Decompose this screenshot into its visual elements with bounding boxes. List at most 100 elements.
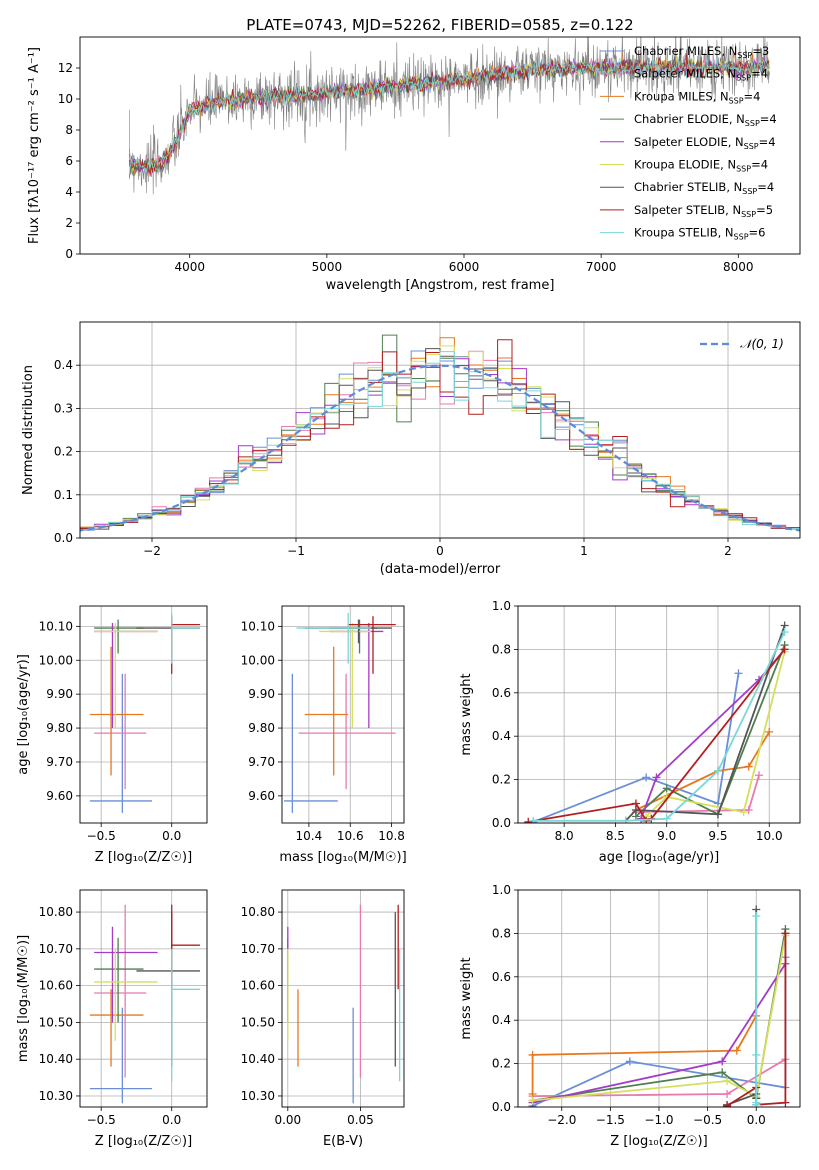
legend-entry: Chabrier STELIB, NSSP=4 — [634, 180, 774, 196]
x-tick-label: 0.0 — [162, 829, 181, 843]
axes-frame — [281, 889, 405, 1108]
y-tick-label: 10.60 — [39, 979, 73, 993]
residual-histogram — [80, 348, 800, 533]
sfh-marker — [642, 773, 651, 782]
y-tick-label: 12 — [58, 61, 73, 75]
legend-text: Kroupa ELODIE, N — [634, 158, 736, 172]
y-axis-label: mass [log₁₀(M/M☉)] — [16, 935, 31, 1062]
chart-mass_vs_Z: −0.5 0.0 10.30 10.40 10.50 10.60 10.70 10.80 Z [… — [16, 889, 208, 1149]
sfh-line — [645, 651, 786, 818]
legend-value: =4 — [751, 158, 768, 172]
legend-value: =5 — [756, 203, 773, 217]
x-tick-label: 0.0 — [162, 1113, 181, 1127]
y-tick-label: 10.30 — [241, 1089, 275, 1103]
axes-frame — [79, 889, 208, 1108]
x-axis-label: E(B-V) — [323, 1134, 363, 1149]
sfh-marker — [744, 805, 753, 814]
x-axis-label: Z [log₁₀(Z/Z☉)] — [610, 1134, 707, 1149]
y-tick-label: 9.90 — [248, 687, 275, 701]
y-tick-label: 10.00 — [39, 653, 73, 667]
chart-age_vs_Z: −0.5 0.0 9.60 9.70 9.80 9.90 10.00 10.10 Z [log₁… — [16, 605, 208, 865]
chart-mass_weight_vs_Z: −2.0 −1.5 −1.0 −0.5 0.0 0.0 0.2 0.4 0.6 0.8 1.0 Z [… — [459, 883, 801, 1149]
y-tick-label: 0.0 — [492, 816, 511, 830]
axes-frame — [79, 321, 801, 539]
legend-subscript: SSP — [745, 119, 760, 128]
x-axis-label: Z [log₁₀(Z/Z☉)] — [95, 1134, 192, 1149]
x-tick-label: 8000 — [723, 260, 754, 274]
x-tick-label: −1 — [287, 544, 305, 558]
legend-value: =4 — [744, 89, 761, 103]
legend-entry: Salpeter STELIB, NSSP=5 — [634, 203, 773, 219]
plot-area — [80, 334, 800, 535]
sfh-line — [726, 909, 758, 1106]
legend-entry: Chabrier MILES, NSSP=3 — [634, 44, 769, 60]
legend-entry: 𝒩(0, 1) — [740, 337, 784, 351]
sfh-marker — [752, 1050, 761, 1059]
legend-subscript: SSP — [736, 165, 751, 174]
plots-layer: 4000 5000 6000 7000 8000024681012wavelength … — [16, 36, 801, 1149]
axes-frame — [517, 605, 801, 824]
y-axis-label: Flux [fλ10⁻¹⁷ erg cm⁻² s⁻¹ A⁻¹] — [27, 47, 42, 244]
chart-mass_vs_ebv: 0.00 0.05 10.30 10.40 10.50 10.60 10.70 10.80 E(… — [241, 889, 405, 1149]
x-tick-label: −0.5 — [693, 1113, 722, 1127]
legend-text: Chabrier STELIB, N — [634, 180, 742, 194]
sfh-marker — [780, 645, 789, 654]
y-tick-label: 9.60 — [46, 789, 73, 803]
legend-entry: Kroupa MILES, NSSP=4 — [634, 89, 760, 105]
sfh-line — [531, 1015, 757, 1094]
legend-value: =3 — [752, 44, 769, 58]
sfh-marker — [754, 771, 763, 780]
sfh-marker — [723, 1076, 732, 1085]
y-tick-label: 10.80 — [241, 905, 275, 919]
y-tick-label: 10 — [58, 92, 73, 106]
y-tick-label: 9.90 — [46, 687, 73, 701]
chart-mass_weight_vs_age: 8.0 8.5 9.0 9.5 10.0 0.0 0.2 0.4 0.6 0.8 1.0 age [l… — [459, 599, 801, 865]
plot-area — [284, 612, 396, 813]
y-tick-label: 10.80 — [39, 905, 73, 919]
y-tick-label: 10.70 — [39, 942, 73, 956]
sfh-marker — [723, 1089, 732, 1098]
x-tick-label: 10.4 — [296, 829, 323, 843]
y-tick-label: 10.40 — [39, 1052, 73, 1066]
legend-text: Salpeter MILES, N — [634, 67, 736, 81]
chart-spectrum: 4000 5000 6000 7000 8000 0 2 4 6 8 10 12 wavelength … — [27, 36, 801, 293]
legend-text: Salpeter STELIB, N — [634, 203, 741, 217]
sfh-marker — [739, 808, 748, 817]
legend-entry: Chabrier ELODIE, NSSP=4 — [634, 112, 777, 128]
sfh-marker — [713, 810, 722, 819]
chart-age_vs_mass: 10.4 10.6 10.8 9.60 9.70 9.80 9.90 10.00 10.10 ma… — [241, 605, 407, 865]
x-tick-label: 8.5 — [606, 829, 625, 843]
sfh-marker — [780, 628, 789, 637]
legend-value: =4 — [757, 180, 774, 194]
sfh-marker — [734, 669, 743, 678]
sfh-line — [635, 644, 786, 818]
legend-subscript: SSP — [741, 210, 756, 219]
y-axis-label: mass weight — [459, 673, 474, 755]
sfh-marker — [718, 1068, 727, 1077]
plot-area — [89, 904, 200, 1104]
y-tick-label: 10.70 — [241, 942, 275, 956]
x-tick-label: 0.00 — [274, 1113, 301, 1127]
plot-area — [528, 905, 790, 1107]
y-tick-label: 9.80 — [248, 721, 275, 735]
sfh-marker — [642, 816, 651, 823]
legend-text: Kroupa MILES, N — [634, 89, 729, 103]
x-tick-label: 7000 — [586, 260, 617, 274]
sfh-marker — [662, 814, 671, 823]
y-tick-label: 9.70 — [248, 755, 275, 769]
y-tick-label: 2 — [65, 216, 73, 230]
legend-value: =4 — [751, 67, 768, 81]
legend-text: Kroupa STELIB, N — [634, 226, 734, 240]
legend-subscript: SSP — [737, 51, 752, 60]
y-tick-label: 0.0 — [54, 531, 73, 545]
y-tick-label: 0.8 — [492, 642, 511, 656]
y-tick-label: 9.80 — [46, 721, 73, 735]
x-tick-label: 0.05 — [347, 1113, 374, 1127]
x-tick-label: 2 — [724, 544, 732, 558]
y-tick-label: 0.2 — [492, 773, 511, 787]
x-axis-label: wavelength [Angstrom, rest frame] — [326, 278, 555, 293]
y-tick-label: 8 — [65, 123, 73, 137]
y-tick-label: 0 — [65, 247, 73, 261]
y-tick-label: 0.8 — [492, 926, 511, 940]
